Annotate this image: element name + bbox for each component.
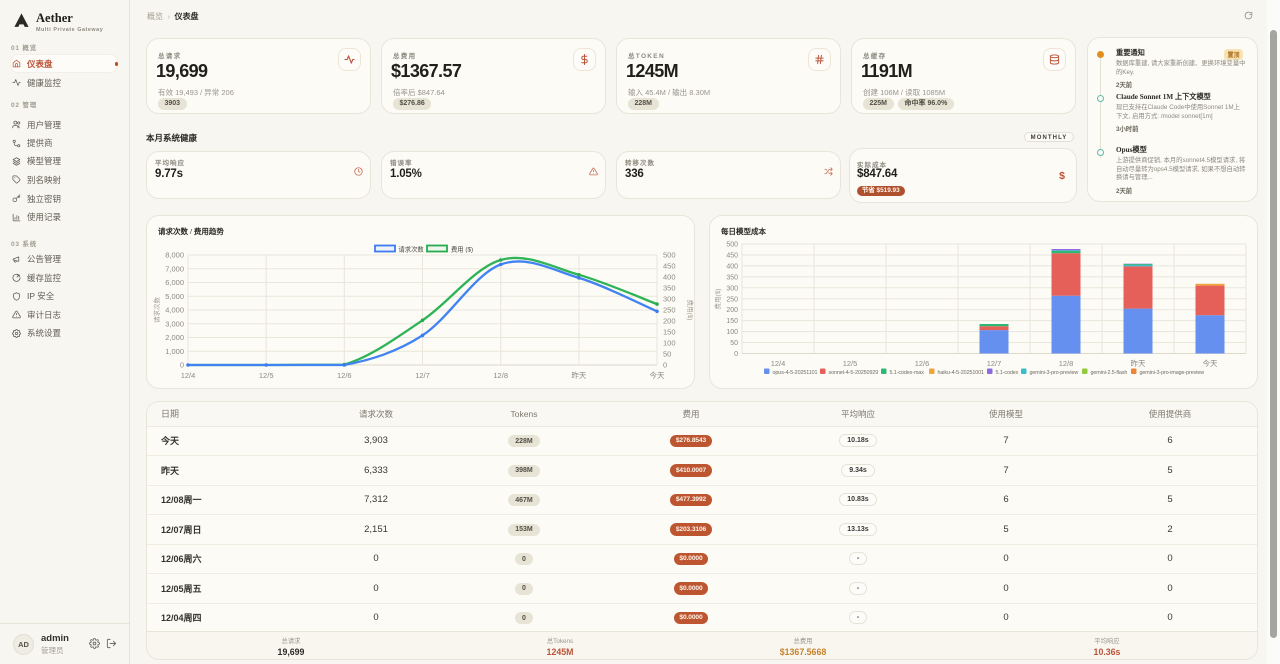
svg-text:opus-4-5-20251101: opus-4-5-20251101 (773, 370, 818, 376)
svg-text:450: 450 (726, 253, 738, 260)
svg-text:450: 450 (663, 262, 676, 271)
svg-text:12/4: 12/4 (771, 359, 786, 368)
svg-text:50: 50 (730, 340, 738, 347)
svg-text:4,000: 4,000 (165, 306, 184, 315)
svg-text:400: 400 (663, 273, 676, 282)
svg-text:请求次数: 请求次数 (152, 297, 161, 324)
svg-text:sonnet-4-5-20250929: sonnet-4-5-20250929 (829, 370, 879, 376)
svg-text:12/6: 12/6 (915, 359, 930, 368)
svg-text:请求次数: 请求次数 (399, 244, 425, 253)
svg-text:7,000: 7,000 (165, 264, 184, 273)
svg-text:费用($): 费用($) (686, 300, 695, 321)
svg-text:300: 300 (663, 295, 676, 304)
svg-text:gemini-3-pro-image-preview: gemini-3-pro-image-preview (1140, 370, 1205, 376)
svg-text:50: 50 (663, 350, 671, 359)
svg-text:500: 500 (726, 242, 738, 249)
svg-text:400: 400 (726, 263, 738, 270)
svg-text:5,000: 5,000 (165, 292, 184, 301)
svg-text:12/7: 12/7 (987, 359, 1002, 368)
svg-text:1,000: 1,000 (165, 347, 184, 356)
svg-text:haiku-4-5-20251001: haiku-4-5-20251001 (938, 370, 985, 376)
svg-text:3,000: 3,000 (165, 319, 184, 328)
svg-text:昨天: 昨天 (1131, 358, 1147, 368)
svg-text:150: 150 (663, 328, 676, 337)
svg-text:300: 300 (726, 285, 738, 292)
svg-text:12/5: 12/5 (843, 359, 858, 368)
svg-text:12/4: 12/4 (181, 371, 196, 380)
svg-text:2,000: 2,000 (165, 333, 184, 342)
svg-text:费用 ($): 费用 ($) (451, 244, 473, 253)
svg-text:12/8: 12/8 (1059, 359, 1074, 368)
svg-text:5.1-codex: 5.1-codex (996, 370, 1019, 376)
svg-text:250: 250 (663, 306, 676, 315)
svg-text:6,000: 6,000 (165, 278, 184, 287)
svg-text:12/8: 12/8 (493, 371, 508, 380)
svg-text:12/6: 12/6 (337, 371, 352, 380)
svg-text:200: 200 (663, 317, 676, 326)
svg-text:0: 0 (180, 361, 184, 370)
svg-text:0: 0 (663, 361, 667, 370)
svg-text:5.1-codex-max: 5.1-codex-max (890, 370, 925, 376)
svg-text:费用($): 费用($) (713, 289, 722, 310)
svg-text:150: 150 (726, 318, 738, 325)
svg-text:今天: 今天 (1203, 358, 1219, 368)
svg-text:500: 500 (663, 251, 676, 260)
svg-text:12/5: 12/5 (259, 371, 274, 380)
svg-text:gemini-3-pro-preview: gemini-3-pro-preview (1030, 370, 1079, 376)
svg-text:0: 0 (734, 351, 738, 358)
svg-text:gemini-2.5-flash: gemini-2.5-flash (1091, 370, 1128, 376)
svg-text:100: 100 (726, 329, 738, 336)
svg-text:8,000: 8,000 (165, 251, 184, 260)
svg-text:12/7: 12/7 (415, 371, 430, 380)
svg-text:今天: 今天 (650, 370, 665, 380)
svg-text:200: 200 (726, 307, 738, 314)
svg-text:350: 350 (726, 274, 738, 281)
svg-text:350: 350 (663, 284, 676, 293)
svg-text:昨天: 昨天 (571, 370, 586, 380)
svg-text:250: 250 (726, 296, 738, 303)
svg-text:100: 100 (663, 339, 676, 348)
